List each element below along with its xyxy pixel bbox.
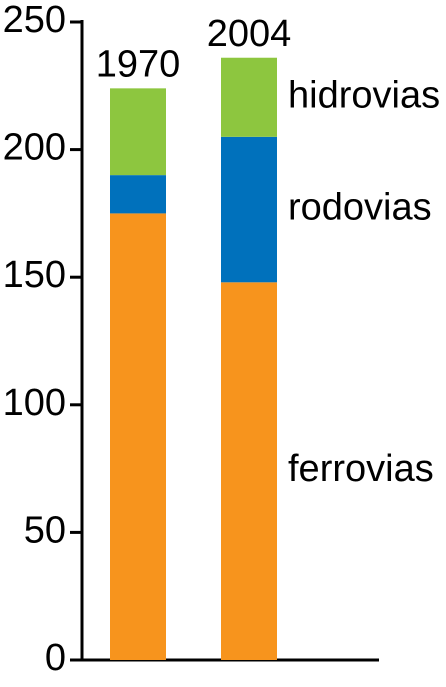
y-tick-label: 250 [3,0,66,41]
bar-segment [110,175,166,214]
series-label: hidrovias [288,74,440,116]
category-label: 2004 [207,13,292,55]
bar-segment [221,57,277,137]
y-tick-label: 0 [45,637,66,679]
y-tick-label: 100 [3,382,66,424]
y-tick-label: 50 [24,509,66,551]
y-tick-label: 150 [3,254,66,296]
series-label: rodovias [288,187,432,229]
bar-segment [221,136,277,283]
bar-segment [221,282,277,660]
bar-segment [110,88,166,176]
series-label: ferrovias [288,448,434,490]
category-label: 1970 [96,43,181,85]
y-tick-label: 200 [3,127,66,169]
bar-segment [110,213,166,660]
